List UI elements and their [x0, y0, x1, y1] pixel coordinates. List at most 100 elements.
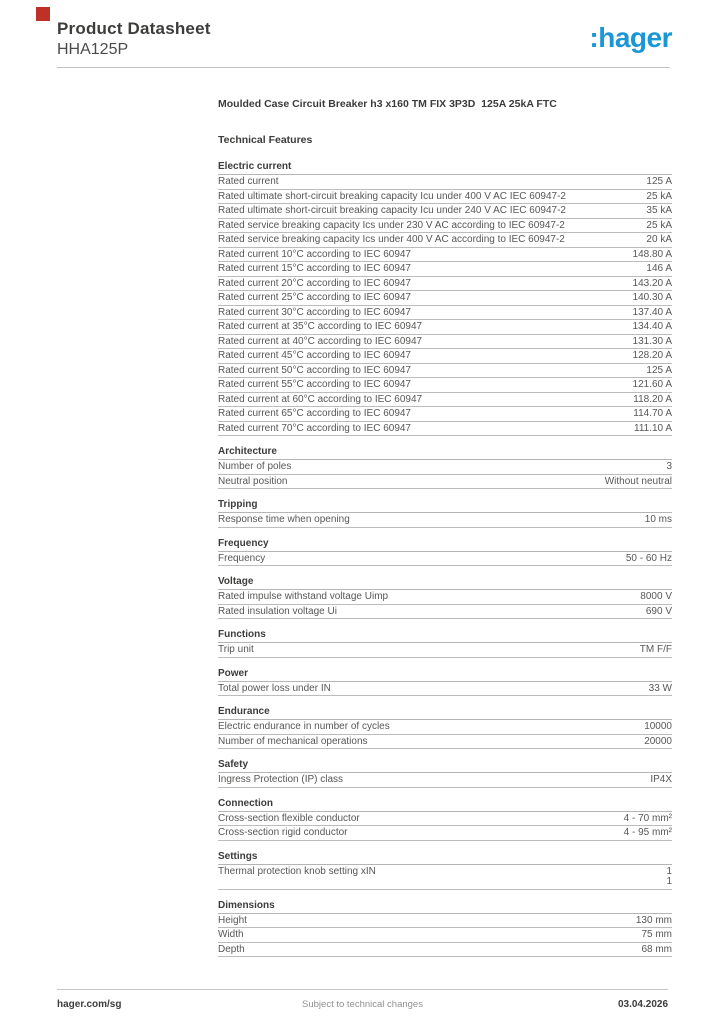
section-title: Endurance — [218, 706, 672, 721]
spec-label: Rated current 15°C according to IEC 6094… — [218, 263, 411, 275]
spec-label: Rated service breaking capacity Ics unde… — [218, 234, 565, 246]
hager-logo: :hager — [589, 22, 672, 53]
spec-section: Safety Ingress Protection (IP) class IP4X — [218, 759, 672, 788]
spec-section: Power Total power loss under IN 33 W — [218, 668, 672, 697]
spec-row: Rated current 20°C according to IEC 6094… — [218, 277, 672, 292]
spec-label: Rated current 10°C according to IEC 6094… — [218, 248, 411, 260]
spec-row: Rated current 50°C according to IEC 6094… — [218, 364, 672, 379]
spec-label: Number of poles — [218, 461, 292, 473]
corner-accent-square — [36, 7, 50, 21]
spec-label: Rated current 25°C according to IEC 6094… — [218, 292, 411, 304]
spec-row: Rated current 25°C according to IEC 6094… — [218, 291, 672, 306]
spec-section: Dimensions Height 130 mm Width 75 mm Depth 68 … — [218, 900, 672, 958]
spec-label: Rated ultimate short-circuit breaking ca… — [218, 205, 566, 217]
spec-row: Rated current at 35°C according to IEC 6… — [218, 320, 672, 335]
spec-value: 125 A — [646, 176, 672, 188]
spec-row: Rated current 65°C according to IEC 6094… — [218, 407, 672, 422]
spec-value: 130 mm — [635, 914, 672, 926]
spec-row: Frequency 50 - 60 Hz — [218, 552, 672, 567]
footer-website: hager.com/sg — [57, 999, 122, 1010]
section-title: Architecture — [218, 446, 672, 461]
spec-row: Depth 68 mm — [218, 943, 672, 958]
spec-sections: Electric current Rated current 125 A Rated … — [218, 161, 672, 958]
spec-label: Rated current 55°C according to IEC 6094… — [218, 379, 411, 391]
section-title: Electric current — [218, 161, 672, 176]
page-footer: hager.com/sg Subject to technical change… — [57, 989, 668, 1010]
spec-row: Rated service breaking capacity Ics unde… — [218, 233, 672, 248]
spec-value: 121.60 A — [632, 379, 672, 391]
header-titles: Product Datasheet HHA125P — [57, 19, 211, 58]
spec-value: 25 kA — [646, 190, 672, 202]
spec-section: Architecture Number of poles 3 Neutral posi… — [218, 446, 672, 490]
spec-value: IP4X — [650, 774, 672, 786]
spec-label: Frequency — [218, 552, 266, 564]
product-title: Moulded Case Circuit Breaker h3 x160 TM … — [218, 98, 557, 111]
spec-value: 25 kA — [646, 219, 672, 231]
spec-row: Rated current at 40°C according to IEC 6… — [218, 335, 672, 350]
section-title: Dimensions — [218, 900, 672, 914]
spec-value: 4 - 95 mm² — [623, 827, 672, 839]
spec-label: Rated current 45°C according to IEC 6094… — [218, 350, 411, 362]
spec-value: 20000 — [644, 735, 672, 747]
spec-row: Number of mechanical operations 20000 — [218, 735, 672, 750]
section-title: Tripping — [218, 499, 672, 514]
spec-label: Number of mechanical operations — [218, 735, 368, 747]
page-header: Product Datasheet HHA125P :hager — [0, 0, 724, 58]
footer-row: hager.com/sg Subject to technical change… — [57, 999, 668, 1010]
spec-label: Rated insulation voltage Ui — [218, 605, 337, 617]
spec-value: 125 A — [646, 364, 672, 376]
spec-row: Rated insulation voltage Ui 690 V — [218, 605, 672, 620]
spec-value: 10000 — [644, 721, 672, 733]
spec-value: 35 kA — [646, 205, 672, 217]
spec-label: Rated current 20°C according to IEC 6094… — [218, 277, 411, 289]
spec-section: Connection Cross-section flexible conduct… — [218, 798, 672, 841]
spec-label: Rated current at 35°C according to IEC 6… — [218, 321, 423, 333]
spec-row: Rated current 45°C according to IEC 6094… — [218, 349, 672, 364]
spec-row: Trip unit TM F/F — [218, 643, 672, 658]
spec-label: Trip unit — [218, 644, 254, 656]
spec-label: Width — [218, 929, 244, 941]
spec-label: Rated current at 60°C according to IEC 6… — [218, 393, 423, 405]
spec-section: Endurance Electric endurance in number of… — [218, 706, 672, 750]
spec-section: Tripping Response time when opening 10 ms — [218, 499, 672, 528]
spec-row: Electric endurance in number of cycles 10… — [218, 720, 672, 735]
spec-row: Height 130 mm — [218, 914, 672, 929]
section-title: Voltage — [218, 576, 672, 591]
section-title: Power — [218, 668, 672, 682]
spec-label: Rated current — [218, 176, 279, 188]
footer-date: 03.04.2026 — [617, 999, 669, 1010]
spec-label: Height — [218, 914, 247, 926]
spec-row: Ingress Protection (IP) class IP4X — [218, 773, 672, 788]
spec-value: 137.40 A — [632, 306, 672, 318]
section-title: Settings — [218, 851, 672, 865]
spec-label: Thermal protection knob setting xIN — [218, 865, 376, 877]
spec-value: 33 W — [648, 682, 672, 694]
spec-section: Voltage Rated impulse withstand voltage U… — [218, 576, 672, 620]
spec-row: Thermal protection knob setting xIN 1 1 — [218, 865, 672, 890]
spec-value: 131.30 A — [632, 335, 672, 347]
spec-value: 50 - 60 Hz — [625, 552, 672, 564]
main-content: Moulded Case Circuit Breaker h3 x160 TM … — [218, 98, 672, 958]
spec-value: 3 — [666, 461, 672, 473]
spec-label: Rated ultimate short-circuit breaking ca… — [218, 190, 566, 202]
footer-disclaimer: Subject to technical changes — [302, 999, 423, 1010]
spec-value: 114.70 A — [633, 408, 672, 420]
spec-label: Response time when opening — [218, 514, 350, 526]
spec-value: 68 mm — [641, 943, 672, 955]
spec-row: Rated impulse withstand voltage Uimp 8000… — [218, 590, 672, 605]
spec-row: Rated current 55°C according to IEC 6094… — [218, 378, 672, 393]
spec-label: Rated current 50°C according to IEC 6094… — [218, 364, 411, 376]
spec-row: Rated ultimate short-circuit breaking ca… — [218, 190, 672, 205]
spec-row: Neutral position Without neutral — [218, 475, 672, 490]
page-title: Product Datasheet — [57, 19, 211, 38]
spec-value: Without neutral — [604, 475, 672, 487]
spec-row: Cross-section flexible conductor 4 - 70 m… — [218, 812, 672, 827]
spec-label: Rated current at 40°C according to IEC 6… — [218, 335, 423, 347]
spec-value: 146 A — [646, 263, 672, 275]
spec-value: 690 V — [645, 605, 672, 617]
spec-row: Total power loss under IN 33 W — [218, 682, 672, 697]
spec-section: Settings Thermal protection knob setting … — [218, 851, 672, 890]
spec-row: Rated current 30°C according to IEC 6094… — [218, 306, 672, 321]
spec-row: Rated current 15°C according to IEC 6094… — [218, 262, 672, 277]
